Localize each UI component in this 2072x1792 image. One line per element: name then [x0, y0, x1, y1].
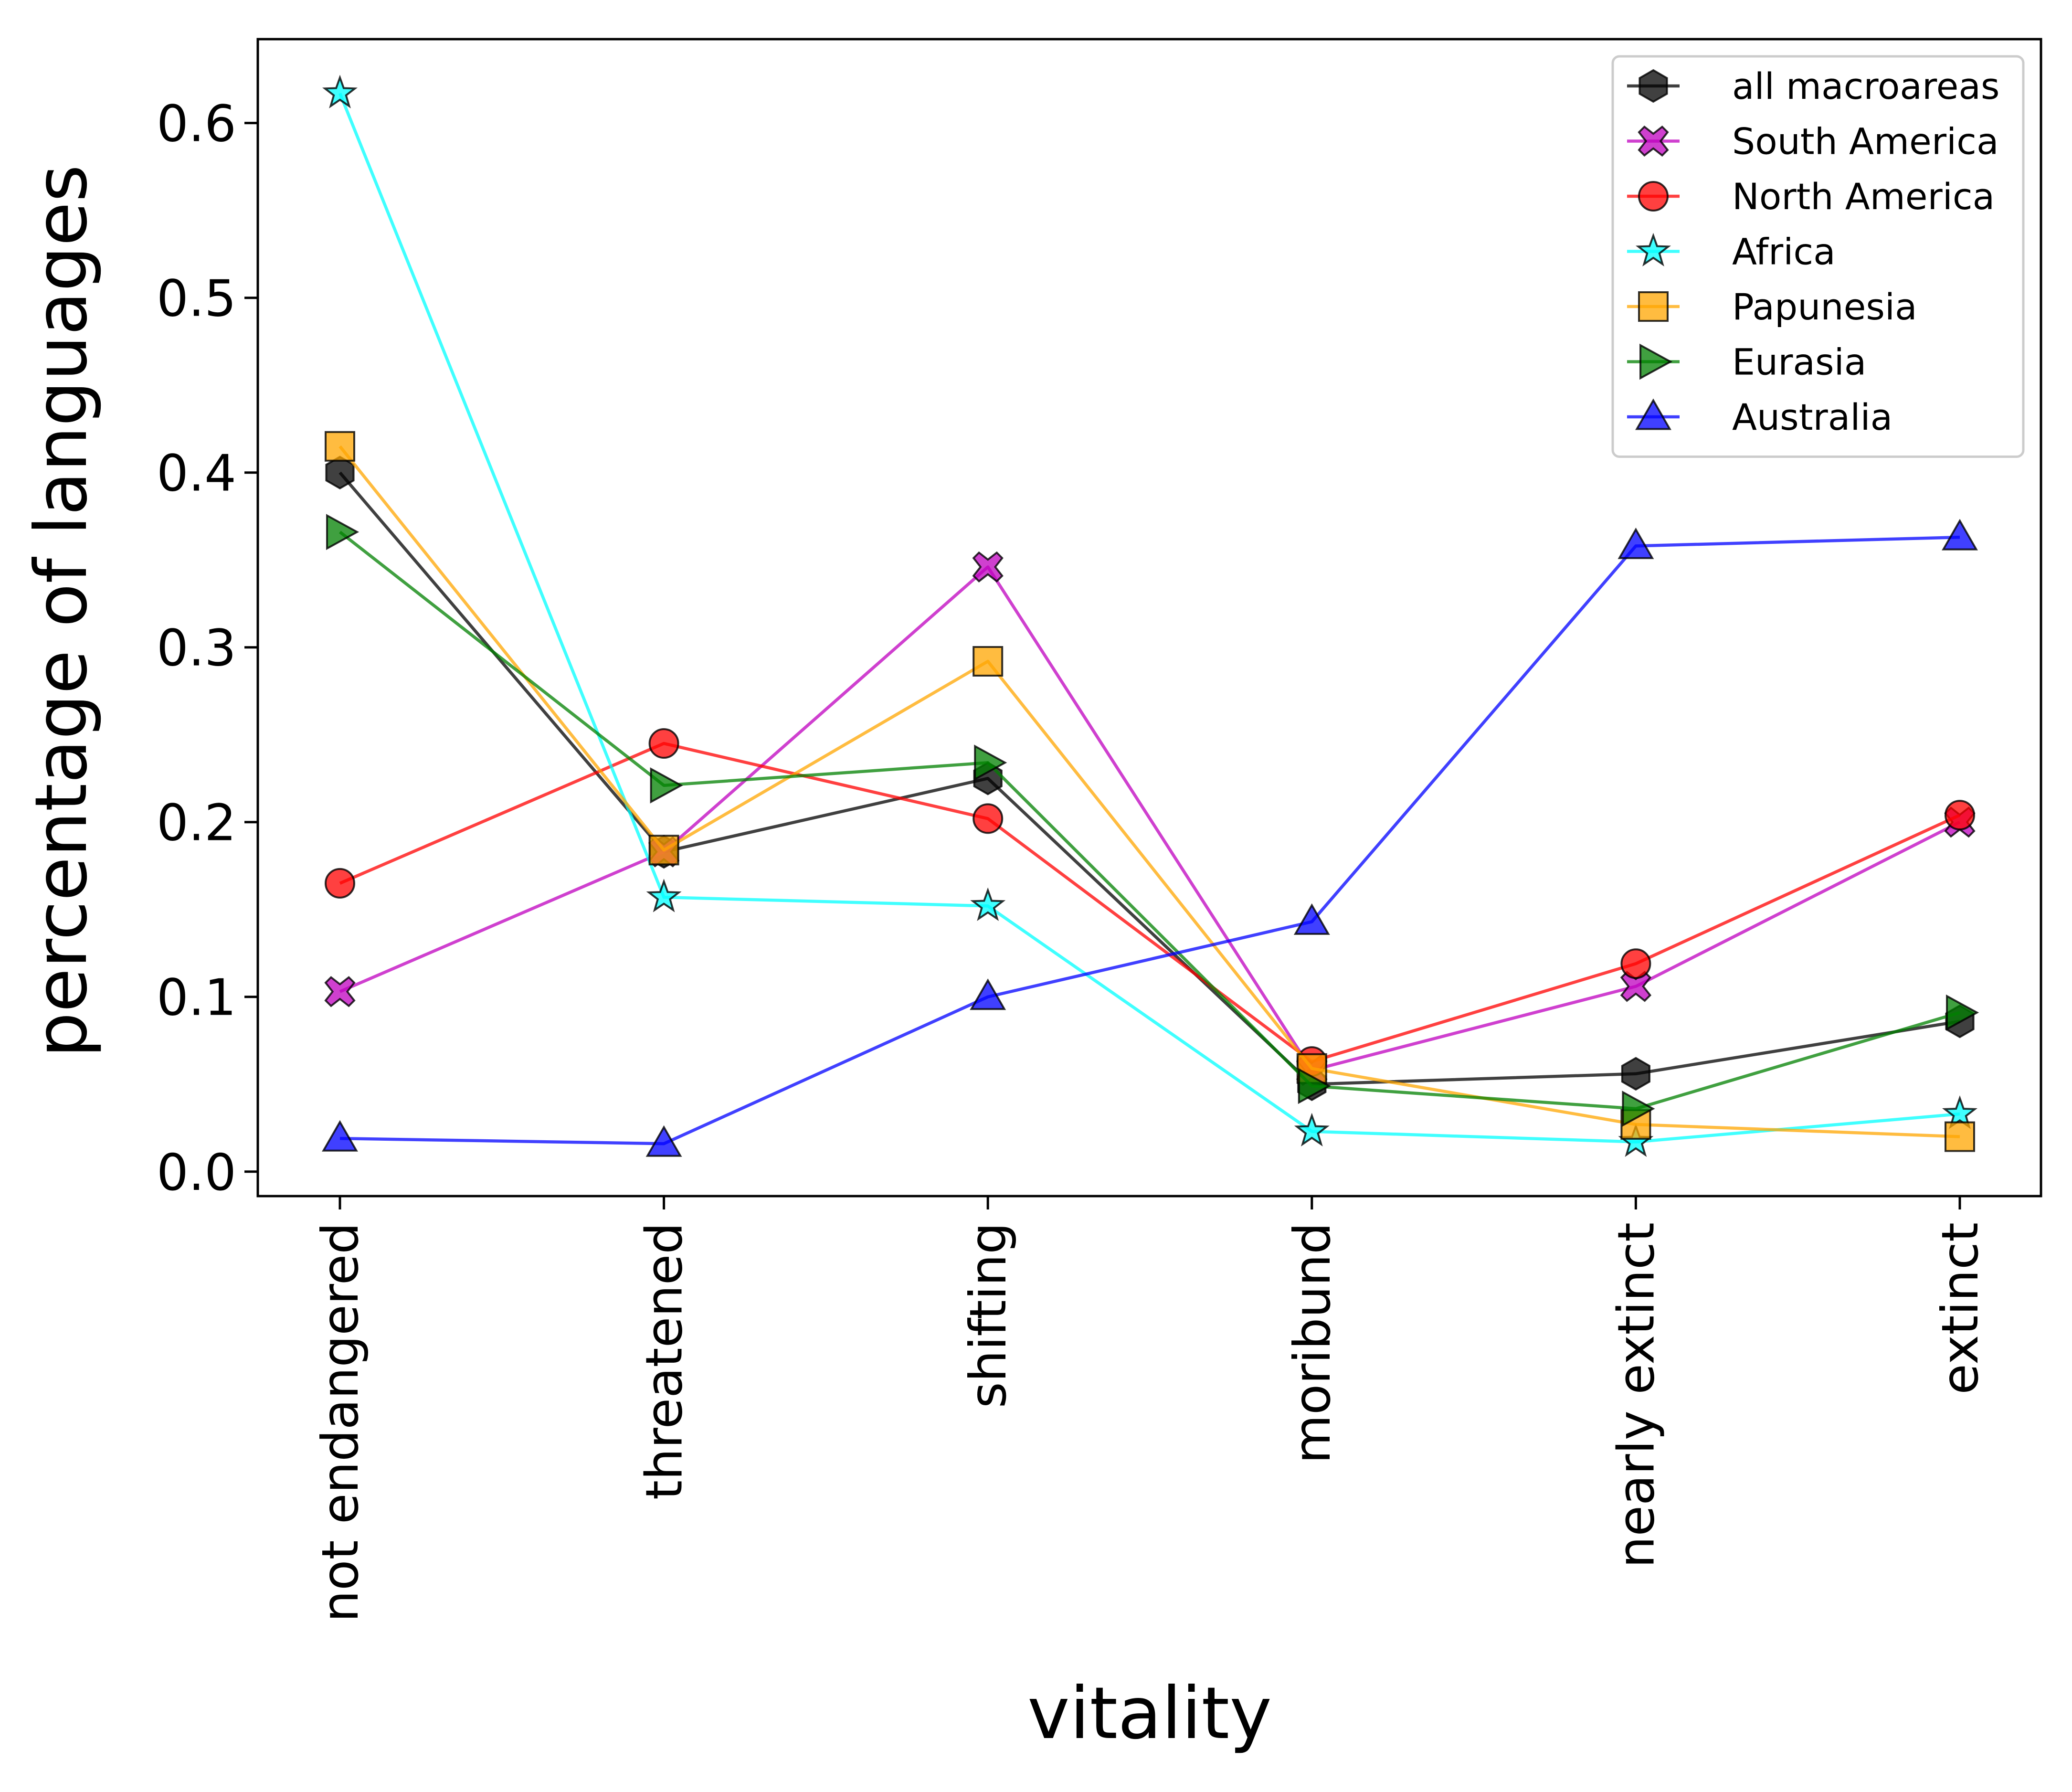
legend: all macroareas South America North America… [1611, 55, 2025, 458]
axes-layer: 0.0 0.1 0.2 0.3 0.4 0.5 0.6 not endangered threa… [157, 38, 2042, 1622]
series-line-eurasia [338, 530, 1960, 1111]
data-point-north-america-shifting [973, 803, 1004, 834]
x-tick-label-nearly-extinct: nearly extinct [1607, 1222, 1665, 1568]
series-eurasia [326, 514, 1979, 1127]
data-point-north-america-extinct [1945, 800, 1975, 831]
legend-label: South America [1732, 120, 1999, 163]
legend-marker [1639, 69, 1668, 103]
y-tick-label: 0.3 [157, 619, 236, 678]
y-axis-label: percentage of languages [20, 165, 103, 1058]
data-point-north-america-threatened [648, 728, 679, 759]
series-line-papunesia [338, 445, 1960, 1138]
legend-label: Australia [1732, 396, 1892, 438]
series-line-australia [339, 535, 1960, 1145]
x-axis-label: vitality [1027, 1672, 1272, 1755]
y-tick-label: 0.5 [157, 270, 236, 328]
data-point-africa-not-endangered [322, 74, 358, 108]
data-point-eurasia-threatened [650, 767, 683, 804]
data-point-all-macroareas-nearly-extinct [1621, 1057, 1650, 1091]
series-line-south-america [339, 565, 1961, 1072]
data-point-south-america-not-endangered [324, 976, 356, 1007]
series-line-africa [338, 93, 1960, 1144]
legend-entry-south-america: South America [1627, 120, 1999, 163]
data-point-papunesia-not-endangered [325, 431, 355, 462]
data-point-africa-shifting [970, 887, 1006, 921]
data-point-australia-shifting [970, 978, 1006, 1010]
data-point-north-america-not-endangered [325, 868, 355, 899]
data-point-papunesia-extinct [1945, 1121, 1975, 1152]
series-australia [322, 519, 1978, 1157]
data-point-eurasia-nearly-extinct [1622, 1091, 1655, 1127]
data-point-australia-threatened [645, 1125, 682, 1157]
data-point-australia-extinct [1942, 519, 1978, 551]
legend-label: Eurasia [1732, 341, 1866, 383]
data-point-australia-not-endangered [322, 1120, 358, 1152]
data-point-australia-nearly-extinct [1617, 527, 1654, 559]
x-tick-label-extinct: extinct [1931, 1222, 1989, 1395]
y-tick-label: 0.0 [157, 1144, 236, 1202]
legend-entry-north-america: North America [1627, 175, 1995, 218]
data-point-australia-moribund [1293, 903, 1330, 935]
data-point-eurasia-shifting [974, 744, 1007, 781]
legend-entry-all-macroareas: all macroareas [1627, 65, 2000, 107]
legend-label: all macroareas [1732, 65, 2000, 107]
x-tick-label-shifting: shifting [959, 1222, 1017, 1408]
series-africa [322, 74, 1978, 1157]
plot-frame [256, 38, 2042, 1198]
data-point-north-america-nearly-extinct [1620, 948, 1651, 979]
y-tick-label: 0.4 [157, 445, 236, 503]
legend-marker [1638, 125, 1669, 157]
legend-marker [1639, 343, 1673, 380]
data-point-africa-extinct [1942, 1095, 1978, 1129]
legend-entry-papunesia: Papunesia [1627, 286, 1917, 328]
legend-marker [1635, 233, 1671, 266]
data-point-eurasia-not-endangered [326, 514, 359, 551]
x-tick-label-not-endangered: not endangered [311, 1222, 370, 1622]
x-tick-label-threatened: threatened [635, 1222, 694, 1500]
x-tick-label-moribund: moribund [1283, 1222, 1342, 1463]
y-tick-label: 0.6 [157, 95, 236, 153]
legend-box [1611, 55, 2025, 458]
data-point-africa-moribund [1294, 1113, 1330, 1147]
data-point-papunesia-threatened [648, 835, 679, 866]
series-line-all-macroareas [338, 471, 1960, 1086]
legend-label: Papunesia [1732, 286, 1917, 328]
data-point-papunesia-shifting [973, 646, 1004, 677]
legend-marker [1638, 291, 1669, 322]
legend-label: North America [1732, 175, 1995, 218]
data-point-south-america-shifting [972, 551, 1004, 583]
legend-marker [1635, 398, 1671, 430]
y-tick-label: 0.2 [157, 794, 236, 852]
legend-entry-africa: Africa [1627, 231, 1836, 273]
data-point-eurasia-moribund [1298, 1068, 1331, 1104]
data-point-eurasia-extinct [1946, 994, 1979, 1031]
legend-entry-australia: Australia [1627, 396, 1892, 438]
series-layer [322, 74, 1979, 1157]
data-point-africa-threatened [646, 879, 682, 912]
legend-marker [1638, 181, 1669, 212]
legend-label: Africa [1732, 231, 1836, 273]
data-point-south-america-nearly-extinct [1620, 971, 1652, 1002]
y-tick-label: 0.1 [157, 969, 236, 1027]
legend-entry-eurasia: Eurasia [1627, 341, 1866, 383]
